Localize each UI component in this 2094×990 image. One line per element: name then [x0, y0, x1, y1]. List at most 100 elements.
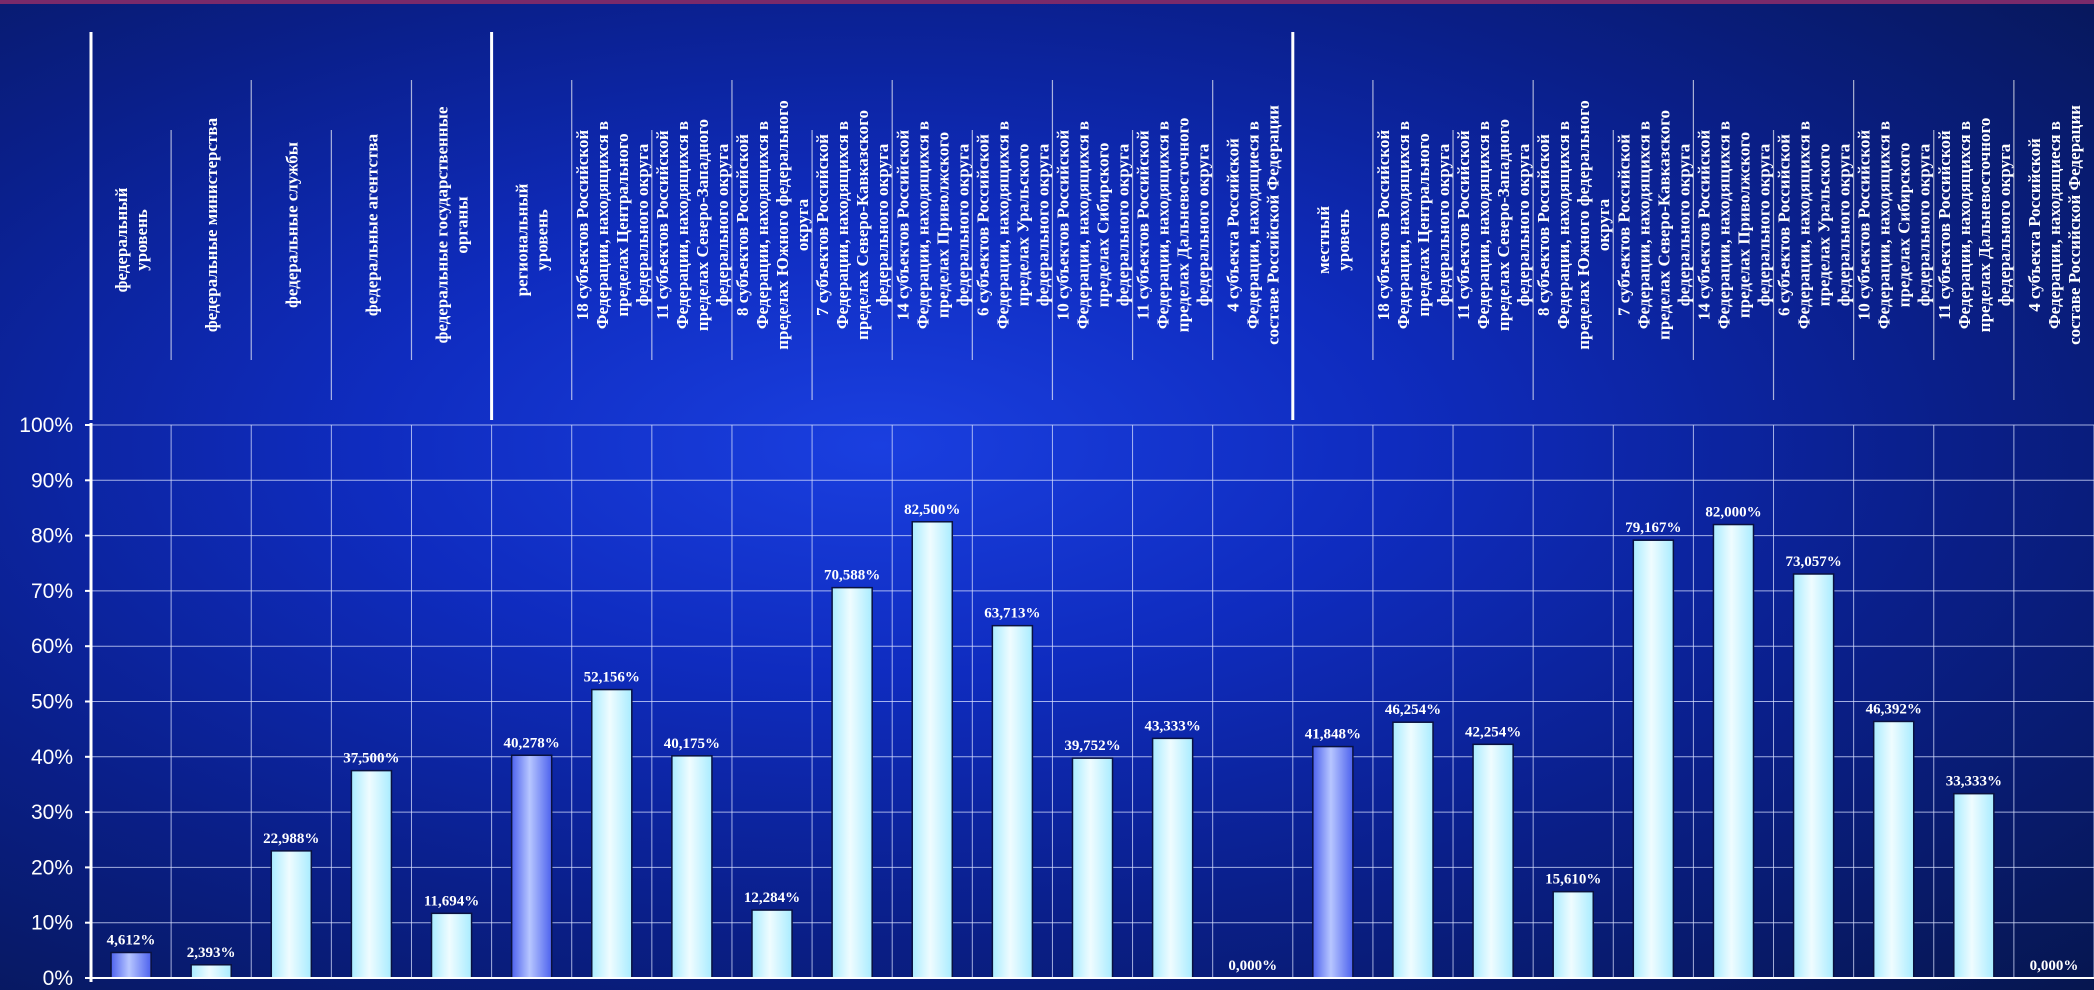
header-label-line: Федерации, находящихся в: [1154, 121, 1173, 329]
y-tick-label: 40%: [31, 746, 73, 769]
header-label-line: Федерации, находящихся в: [1795, 121, 1814, 329]
bar-subject: [1552, 890, 1594, 979]
header-label-group: 10 субъектов РоссийскойФедерации, находя…: [1855, 121, 1934, 329]
header-label-line: Федерации, находящиеся в: [1244, 121, 1263, 329]
header-label: федеральные службы: [282, 142, 301, 308]
header-label-line: 8 субъектов Российской: [1534, 134, 1553, 316]
y-tick-label: 0%: [43, 967, 73, 990]
bar-subject: [1712, 523, 1755, 979]
bar-subject: [1071, 757, 1114, 979]
value-label: 82,000%: [1705, 505, 1761, 521]
bar-subject: [1392, 721, 1434, 979]
header-label-line: округа: [793, 198, 812, 251]
header-label-line: пределах Центрального: [1414, 133, 1433, 316]
header-label-line: местный: [1314, 206, 1333, 274]
header-label-line: Федерации, находящихся в: [1955, 121, 1974, 329]
header-label: 10 субъектов РоссийскойФедерации, находя…: [1054, 121, 1133, 329]
header-label-line: федерального округа: [953, 143, 972, 306]
header-label-line: федерального округа: [1995, 143, 2014, 306]
header-label-line: федерального округа: [1754, 143, 1773, 306]
header-label-line: федеральные агентства: [362, 133, 381, 316]
header-label: 6 субъектов РоссийскойФедерации, находящ…: [1775, 121, 1854, 329]
header-label-line: Федерации, находящихся в: [833, 121, 852, 329]
header-label-group: 10 субъектов РоссийскойФедерации, находя…: [1054, 121, 1133, 329]
header-label-line: федеральный: [112, 187, 131, 292]
bar-level: [510, 754, 553, 979]
header-label-group: местныйуровень: [1314, 206, 1353, 274]
header-label-line: федерального округа: [1915, 143, 1934, 306]
header-label-group: 6 субъектов РоссийскойФедерации, находящ…: [973, 121, 1052, 329]
value-label: 46,254%: [1385, 702, 1441, 718]
header-label-line: 7 субъектов Российской: [1614, 134, 1633, 316]
header-label-line: пределах Сибирского: [1094, 143, 1113, 308]
header-label-line: пределах Уральского: [1013, 144, 1032, 307]
header-label-line: пределах Центрального: [613, 133, 632, 316]
bar-subject: [591, 688, 633, 979]
value-label: 70,588%: [824, 568, 880, 584]
y-tick-label: 70%: [31, 580, 73, 603]
header-label-line: 6 субъектов Российской: [973, 134, 992, 316]
header-label-group: федеральные государственныеорганы: [433, 106, 472, 343]
header-label-group: 11 субъектов РоссийскойФедерации, находя…: [1935, 118, 2014, 333]
header-label-line: пределах Приволжского: [933, 132, 952, 318]
bar-level: [1312, 745, 1354, 979]
header-label-line: федерального округа: [1514, 143, 1533, 306]
header-label-line: Федерации, находящихся в: [913, 121, 932, 329]
header-label-line: 18 субъектов Российской: [573, 130, 592, 321]
header-label-line: 6 субъектов Российской: [1775, 134, 1794, 316]
header-label: 8 субъектов РоссийскойФедерации, находящ…: [1534, 100, 1613, 349]
header-label-line: пределах Дальневосточного: [1975, 118, 1994, 333]
header-label: 14 субъектов РоссийскойФедерации, находя…: [1694, 121, 1773, 329]
header-label-line: федерального округа: [1835, 143, 1854, 306]
value-label: 40,278%: [504, 735, 560, 751]
header-label-line: 18 субъектов Российской: [1374, 130, 1393, 321]
header-labels: федеральныйуровень федеральные министерст…: [89, 32, 2084, 420]
header-label-line: 7 субъектов Российской: [813, 134, 832, 316]
header-label-line: федерального округа: [1434, 143, 1453, 306]
header-label-line: пределах Дальневосточного: [1174, 118, 1193, 333]
header-label-line: органы: [453, 196, 472, 253]
header-label: 11 субъектов РоссийскойФедерации, находя…: [653, 119, 732, 331]
header-label-line: Федерации, находящихся в: [1474, 121, 1493, 329]
bar-subject: [1472, 743, 1514, 979]
value-label: 12,284%: [744, 890, 800, 906]
value-label: 52,156%: [584, 670, 640, 686]
header-label-line: 11 субъектов Российской: [1134, 130, 1153, 320]
header-label-line: уровень: [132, 209, 151, 271]
bar-subject: [831, 586, 873, 979]
value-label: 15,610%: [1545, 872, 1601, 888]
header-label: 8 субъектов РоссийскойФедерации, находящ…: [733, 100, 812, 349]
value-label: 11,694%: [424, 893, 479, 909]
header-label-line: пределах Южного федерального: [773, 100, 792, 349]
header-label-line: Федерации, находящихся в: [1634, 121, 1653, 329]
header-label-line: федерального округа: [1194, 143, 1213, 306]
bar-subject: [430, 912, 473, 979]
header-label: 18 субъектов РоссийскойФедерации, находя…: [1374, 121, 1453, 329]
bar-subject: [1151, 737, 1194, 979]
header-label-line: Федерации, находящихся в: [1875, 121, 1894, 329]
header-label: 14 субъектов РоссийскойФедерации, находя…: [893, 121, 972, 329]
bar-subject: [270, 850, 313, 979]
header-label-group: 14 субъектов РоссийскойФедерации, находя…: [1694, 121, 1773, 329]
header-label-line: 14 субъектов Российской: [893, 130, 912, 321]
header-label-group: федеральные агентства: [362, 133, 381, 316]
header-label-line: Федерации, находящиеся в: [2045, 121, 2064, 329]
header-label-group: федеральные службы: [282, 142, 301, 308]
header-label-group: 4 субъекта РоссийскойФедерации, находящи…: [1224, 105, 1283, 345]
header-label-line: 11 субъектов Российской: [1454, 130, 1473, 320]
header-label-line: федеральные службы: [282, 142, 301, 308]
header-label-group: 11 субъектов РоссийскойФедерации, находя…: [1134, 118, 1213, 333]
bar-level: [110, 951, 152, 979]
value-label: 73,057%: [1785, 554, 1841, 570]
header-label-line: Федерации, находящихся в: [1394, 121, 1413, 329]
header-label-line: пределах Северо-Кавказского: [853, 110, 872, 340]
header-label-line: Федерации, находящихся в: [1554, 121, 1573, 329]
header-label-group: 6 субъектов РоссийскойФедерации, находящ…: [1775, 121, 1854, 329]
header-label: 11 субъектов РоссийскойФедерации, находя…: [1134, 118, 1213, 333]
value-label: 82,500%: [904, 502, 960, 518]
header-label: федеральные агентства: [362, 133, 381, 316]
header-label-line: пределах Южного федерального: [1574, 100, 1593, 349]
header-label: 7 субъектов РоссийскойФедерации, находящ…: [813, 110, 892, 340]
